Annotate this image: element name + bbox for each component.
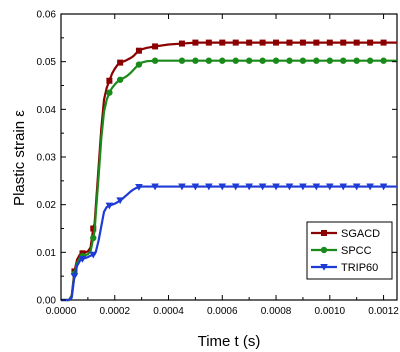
data-point [232,39,239,46]
data-point [135,47,142,54]
data-point [192,57,199,64]
data-point [379,183,388,191]
data-point [105,202,114,210]
data-point [340,57,347,64]
y-tick-label: 0.01 [37,248,57,259]
y-tick-label: 0.02 [37,200,57,211]
data-point [326,39,333,46]
data-point [70,273,79,280]
data-point [116,76,124,83]
data-point [205,183,213,191]
y-axis-title: Plastic strain ε [11,110,28,206]
data-point [135,61,143,68]
data-point [219,39,226,46]
data-point [151,183,159,191]
data-point [258,183,267,191]
data-point [178,183,186,191]
data-point [117,59,124,66]
x-tick-label: 0.0006 [207,306,238,317]
data-point [152,43,159,50]
data-point [286,39,293,46]
data-point [245,57,253,64]
data-point [246,39,253,46]
data-point [285,183,294,191]
legend-label: TRIP60 [341,262,378,274]
series-sgacd [61,39,397,302]
y-tick-label: 0.05 [37,57,57,68]
data-point [219,57,226,64]
data-point [116,197,124,205]
data-point [151,57,159,64]
data-point [90,225,97,232]
data-point [326,57,333,64]
data-point [106,89,113,96]
data-point [299,39,306,46]
data-point [339,183,348,191]
data-point [192,39,199,46]
data-point [106,77,113,84]
data-point [178,57,186,64]
data-point [259,57,266,64]
data-point [78,256,87,263]
y-tick-label: 0.06 [37,10,57,21]
data-point [366,183,374,191]
legend-label: SGACD [341,228,380,240]
data-point [218,183,227,191]
data-point [312,183,321,191]
data-point [273,39,280,46]
legend-label: SPCC [341,245,372,257]
data-point [286,57,293,64]
y-tick-label: 0.04 [37,105,57,116]
data-point [353,39,360,46]
data-point [366,57,374,64]
data-point [245,183,253,191]
x-tick-label: 0.0000 [46,306,77,317]
data-point [340,39,347,46]
data-point [259,39,266,46]
data-point [191,183,200,191]
data-point [205,39,212,46]
x-axis-title: Time t (s) [198,333,261,350]
data-point [232,57,239,64]
series-trip60 [61,183,397,302]
data-point [135,184,143,191]
data-point [205,57,213,64]
series-layer [61,39,397,302]
legend: SGACD SPCC TRIP60 [306,221,393,280]
data-point [313,39,320,46]
x-tick-label: 0.0004 [153,306,184,317]
data-point [313,57,320,64]
legend-swatch-marker [320,246,328,254]
data-point [353,57,360,64]
data-point [299,183,307,191]
data-point [231,183,240,191]
data-point [89,251,98,259]
data-point [380,39,387,46]
data-point [326,183,334,191]
legend-swatch-marker [321,230,327,236]
y-tick-label: 0.00 [37,296,57,307]
data-point [272,183,280,191]
x-tick-label: 0.0002 [99,306,130,317]
data-point [380,57,387,64]
data-point [90,234,97,242]
legend-swatch-marker [320,264,328,271]
data-point [299,57,307,64]
x-tick-label: 0.0012 [368,306,399,317]
x-tick-label: 0.0010 [315,306,346,317]
x-tick-label: 0.0008 [261,306,292,317]
y-tick-label: 0.03 [37,153,57,164]
data-point [178,40,185,47]
data-point [367,39,374,46]
data-point [272,57,280,64]
data-point [352,183,361,191]
tick-layer: 0.0000 0.0002 0.0004 0.0006 0.0008 0.0010 0.00… [37,10,400,318]
